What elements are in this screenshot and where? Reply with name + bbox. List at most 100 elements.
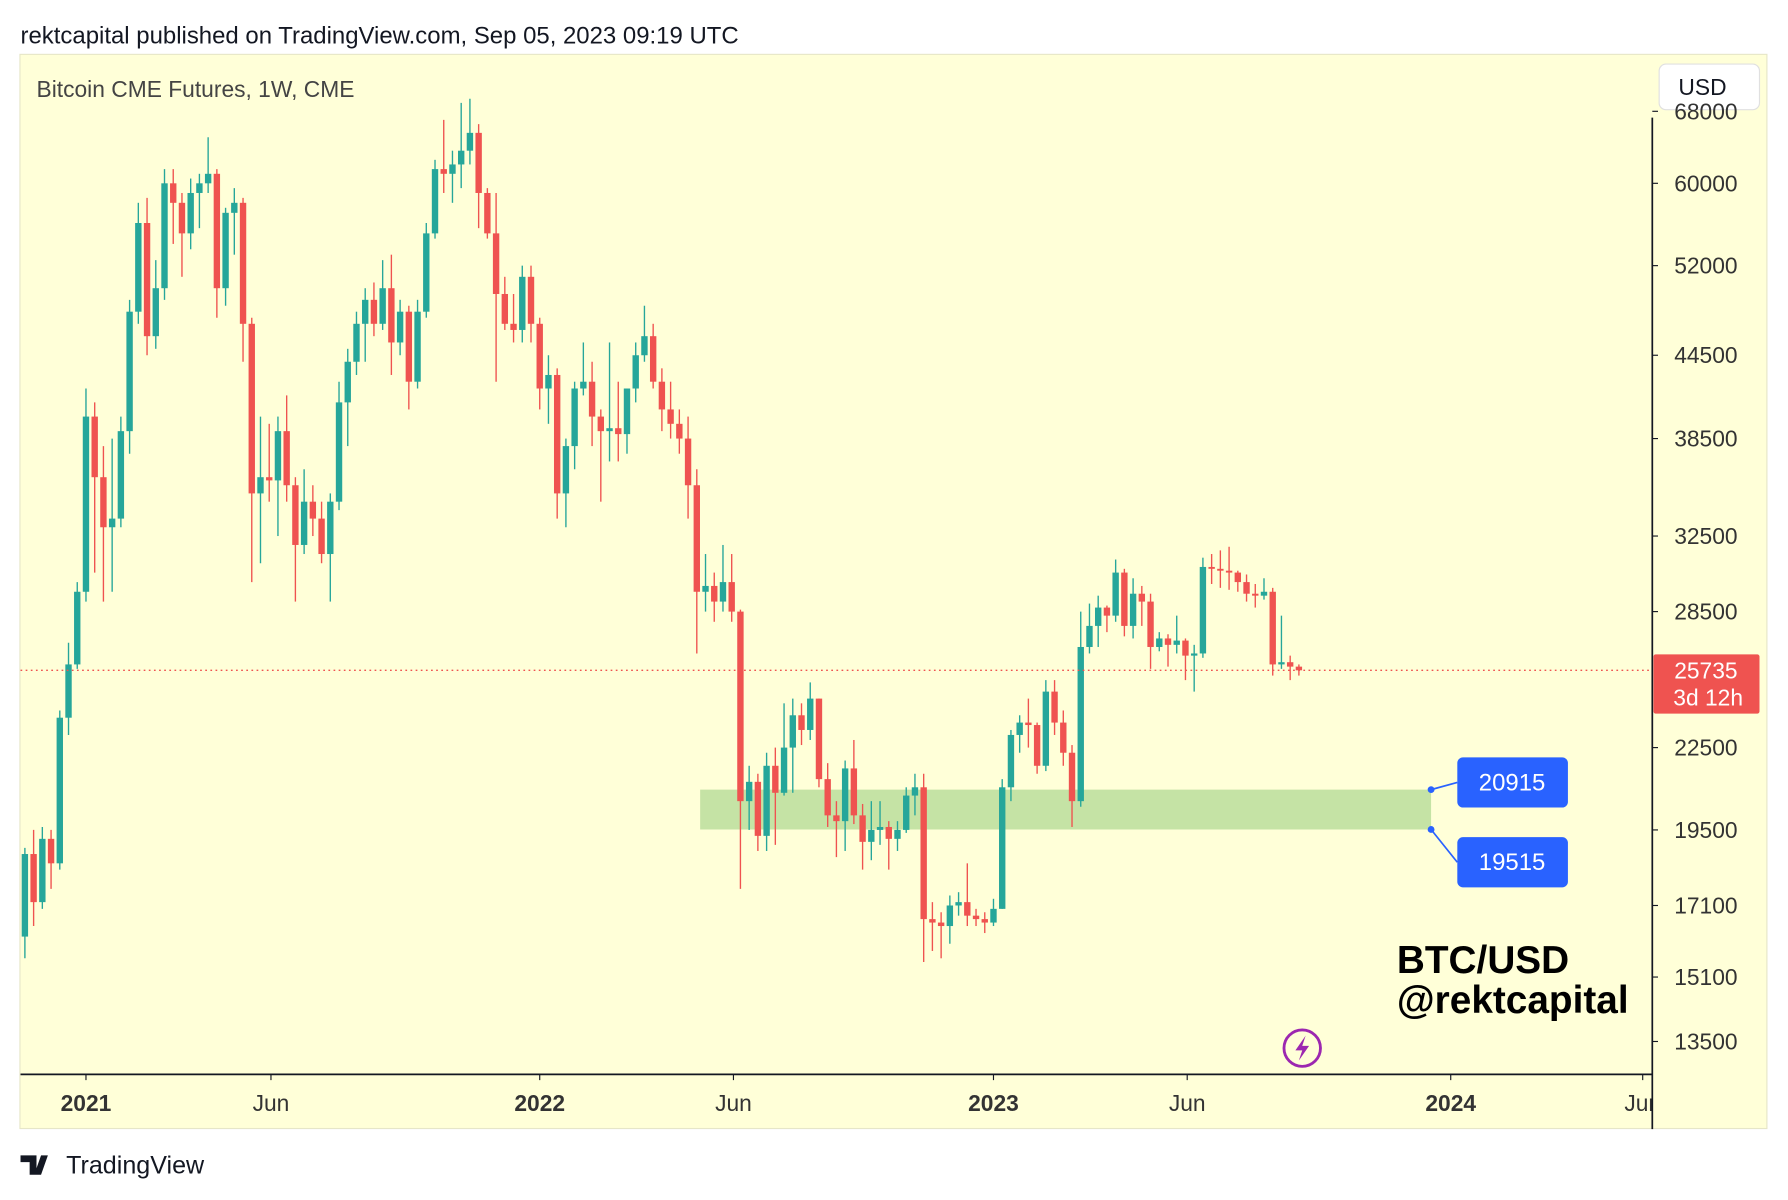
candle-body [1007,734,1015,788]
candle-body [615,428,622,435]
candle-body [170,183,177,203]
x-tick-label: 2022 [514,1090,565,1116]
candle-body [519,276,526,330]
y-tick-label: 38500 [1674,426,1737,452]
candle-body [885,826,892,839]
candle-body [143,223,151,337]
candle-body [74,591,81,665]
x-tick-label: Jun [253,1090,290,1116]
candle-body [248,323,255,494]
candle-body [353,323,360,362]
candle-body [449,164,456,174]
candle-body [981,919,988,923]
candle-body [257,477,264,494]
candle-body [161,183,168,289]
candle-body [1147,601,1154,647]
support-zone [700,789,1432,830]
candle-body [318,518,325,555]
lightning-icon[interactable] [1282,1028,1322,1068]
candle-body [327,501,334,555]
candle-body [903,795,910,830]
candle-body [362,299,369,324]
candle-body [21,854,29,937]
candle-body [737,611,744,802]
price-label-box [1457,757,1568,808]
anchor-dot [1427,826,1435,833]
candle-body [876,826,884,830]
candle-body [370,299,378,324]
label-connector [1430,781,1458,791]
candle-body [580,381,587,389]
x-axis: 2021 Jun 2022 Jun 2023 Jun 2024 Jun [61,1074,1652,1116]
candle-body [789,715,796,748]
candle-body [117,431,125,519]
candle-body [266,477,273,481]
candle-body [39,838,46,903]
candle-body [475,132,482,193]
candle-body [423,233,430,312]
footer-brand: TradingView [66,1152,205,1180]
candle-body [693,485,700,592]
candle-body [999,787,1006,909]
candle-body [1077,646,1084,802]
currency-button[interactable] [1658,63,1761,111]
candle-body [135,223,142,312]
label-connector [1430,828,1458,863]
candle-body [571,388,578,447]
candle-body [1156,638,1163,647]
y-tick-label: 22500 [1674,735,1737,761]
candle-body [396,311,404,343]
candle-body [641,336,648,356]
candle-body [309,501,317,519]
candle-body [763,765,770,836]
candle-body [1208,566,1215,569]
plot-area [20,98,1653,963]
candle-body [30,854,37,903]
candle-body [56,717,63,864]
candle-body [754,781,762,836]
candle-body [239,202,247,324]
candle-body [1173,640,1180,645]
candle-body [65,664,72,718]
candle-body [108,518,116,528]
candle-body [702,585,709,592]
candle-body [588,381,596,417]
candle-body [1051,691,1058,723]
candle-body [780,747,788,793]
chart-panel [19,53,1768,1130]
countdown-label: 3d 12h [1673,685,1743,711]
candle-body [1033,725,1041,766]
currency-label: USD [1678,74,1726,100]
candle-body [274,431,282,481]
y-tick-label: 32500 [1674,523,1737,549]
candle-body [1042,691,1050,766]
candle-body [658,381,666,410]
candle-body [388,288,395,343]
last-price-label: 25735 [1674,657,1737,683]
candle-body [728,582,735,612]
y-tick-label: 19500 [1674,817,1737,843]
candle-body [562,446,570,494]
candle-body [300,501,308,545]
candle-body [1060,722,1067,753]
candle-body [1286,662,1294,667]
candle-body [1234,572,1242,583]
candle-body [431,169,439,234]
candle-body [484,192,491,234]
y-tick-label: 60000 [1674,170,1737,196]
price-label: 19515 [1479,849,1546,876]
candle-body [1182,640,1189,656]
publish-header: rektcapital published on TradingView.com… [21,23,739,50]
candle-body [178,202,186,234]
candle-body [82,416,90,592]
anchor-dot [1427,786,1435,794]
candle-body [292,485,299,545]
x-tick-label: Jun [1169,1090,1206,1116]
candle-body [929,919,936,923]
candle-body [1278,662,1285,665]
x-tick-label: 2021 [61,1090,112,1116]
candle-body [222,212,229,289]
y-tick-label: 28500 [1674,599,1737,625]
candle-body [937,922,945,927]
